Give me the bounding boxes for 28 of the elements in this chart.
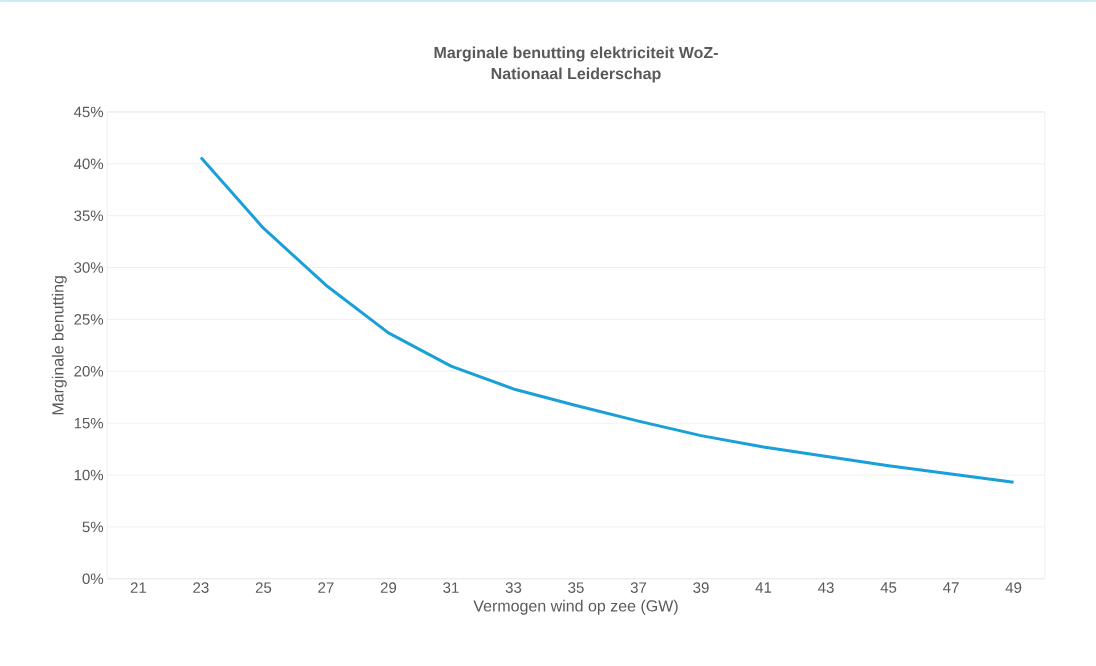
y-tick-label: 30% [74,262,104,273]
x-tick-label: 37 [630,582,647,594]
y-axis-title: Marginale benutting [51,276,67,415]
x-tick-label: 29 [380,582,397,594]
y-tick-label: 20% [74,366,104,377]
y-tick-label: 5% [82,521,104,533]
x-axis-title: Vermogen wind op zee (GW) [473,599,678,615]
x-tick-label: 31 [443,582,459,594]
y-tick-label: 35% [74,210,104,222]
y-tick-label: 45% [73,106,104,118]
x-tick-label: 47 [943,582,959,593]
x-tick-label: 43 [818,582,834,594]
chart-title: Marginale benutting elektriciteit WoZ- Nationaal Leiderschap [434,46,718,83]
x-tick-label: 25 [255,582,272,594]
y-tick-label: 10% [74,469,104,481]
x-tick-label: 41 [755,582,772,593]
x-tick-label: 35 [568,582,584,594]
x-tick-label: 21 [130,582,147,593]
y-tick-label: 0% [82,573,104,585]
x-tick-label: 23 [193,582,209,594]
y-tick-label: 25% [74,314,104,325]
y-tick-label: 40% [73,158,104,170]
x-tick-label: 39 [693,582,709,594]
x-tick-label: 33 [505,582,522,594]
x-tick-label: 45 [880,582,897,593]
x-tick-label: 49 [1005,582,1022,594]
x-tick-label: 27 [318,582,334,593]
y-tick-label: 15% [74,418,104,429]
